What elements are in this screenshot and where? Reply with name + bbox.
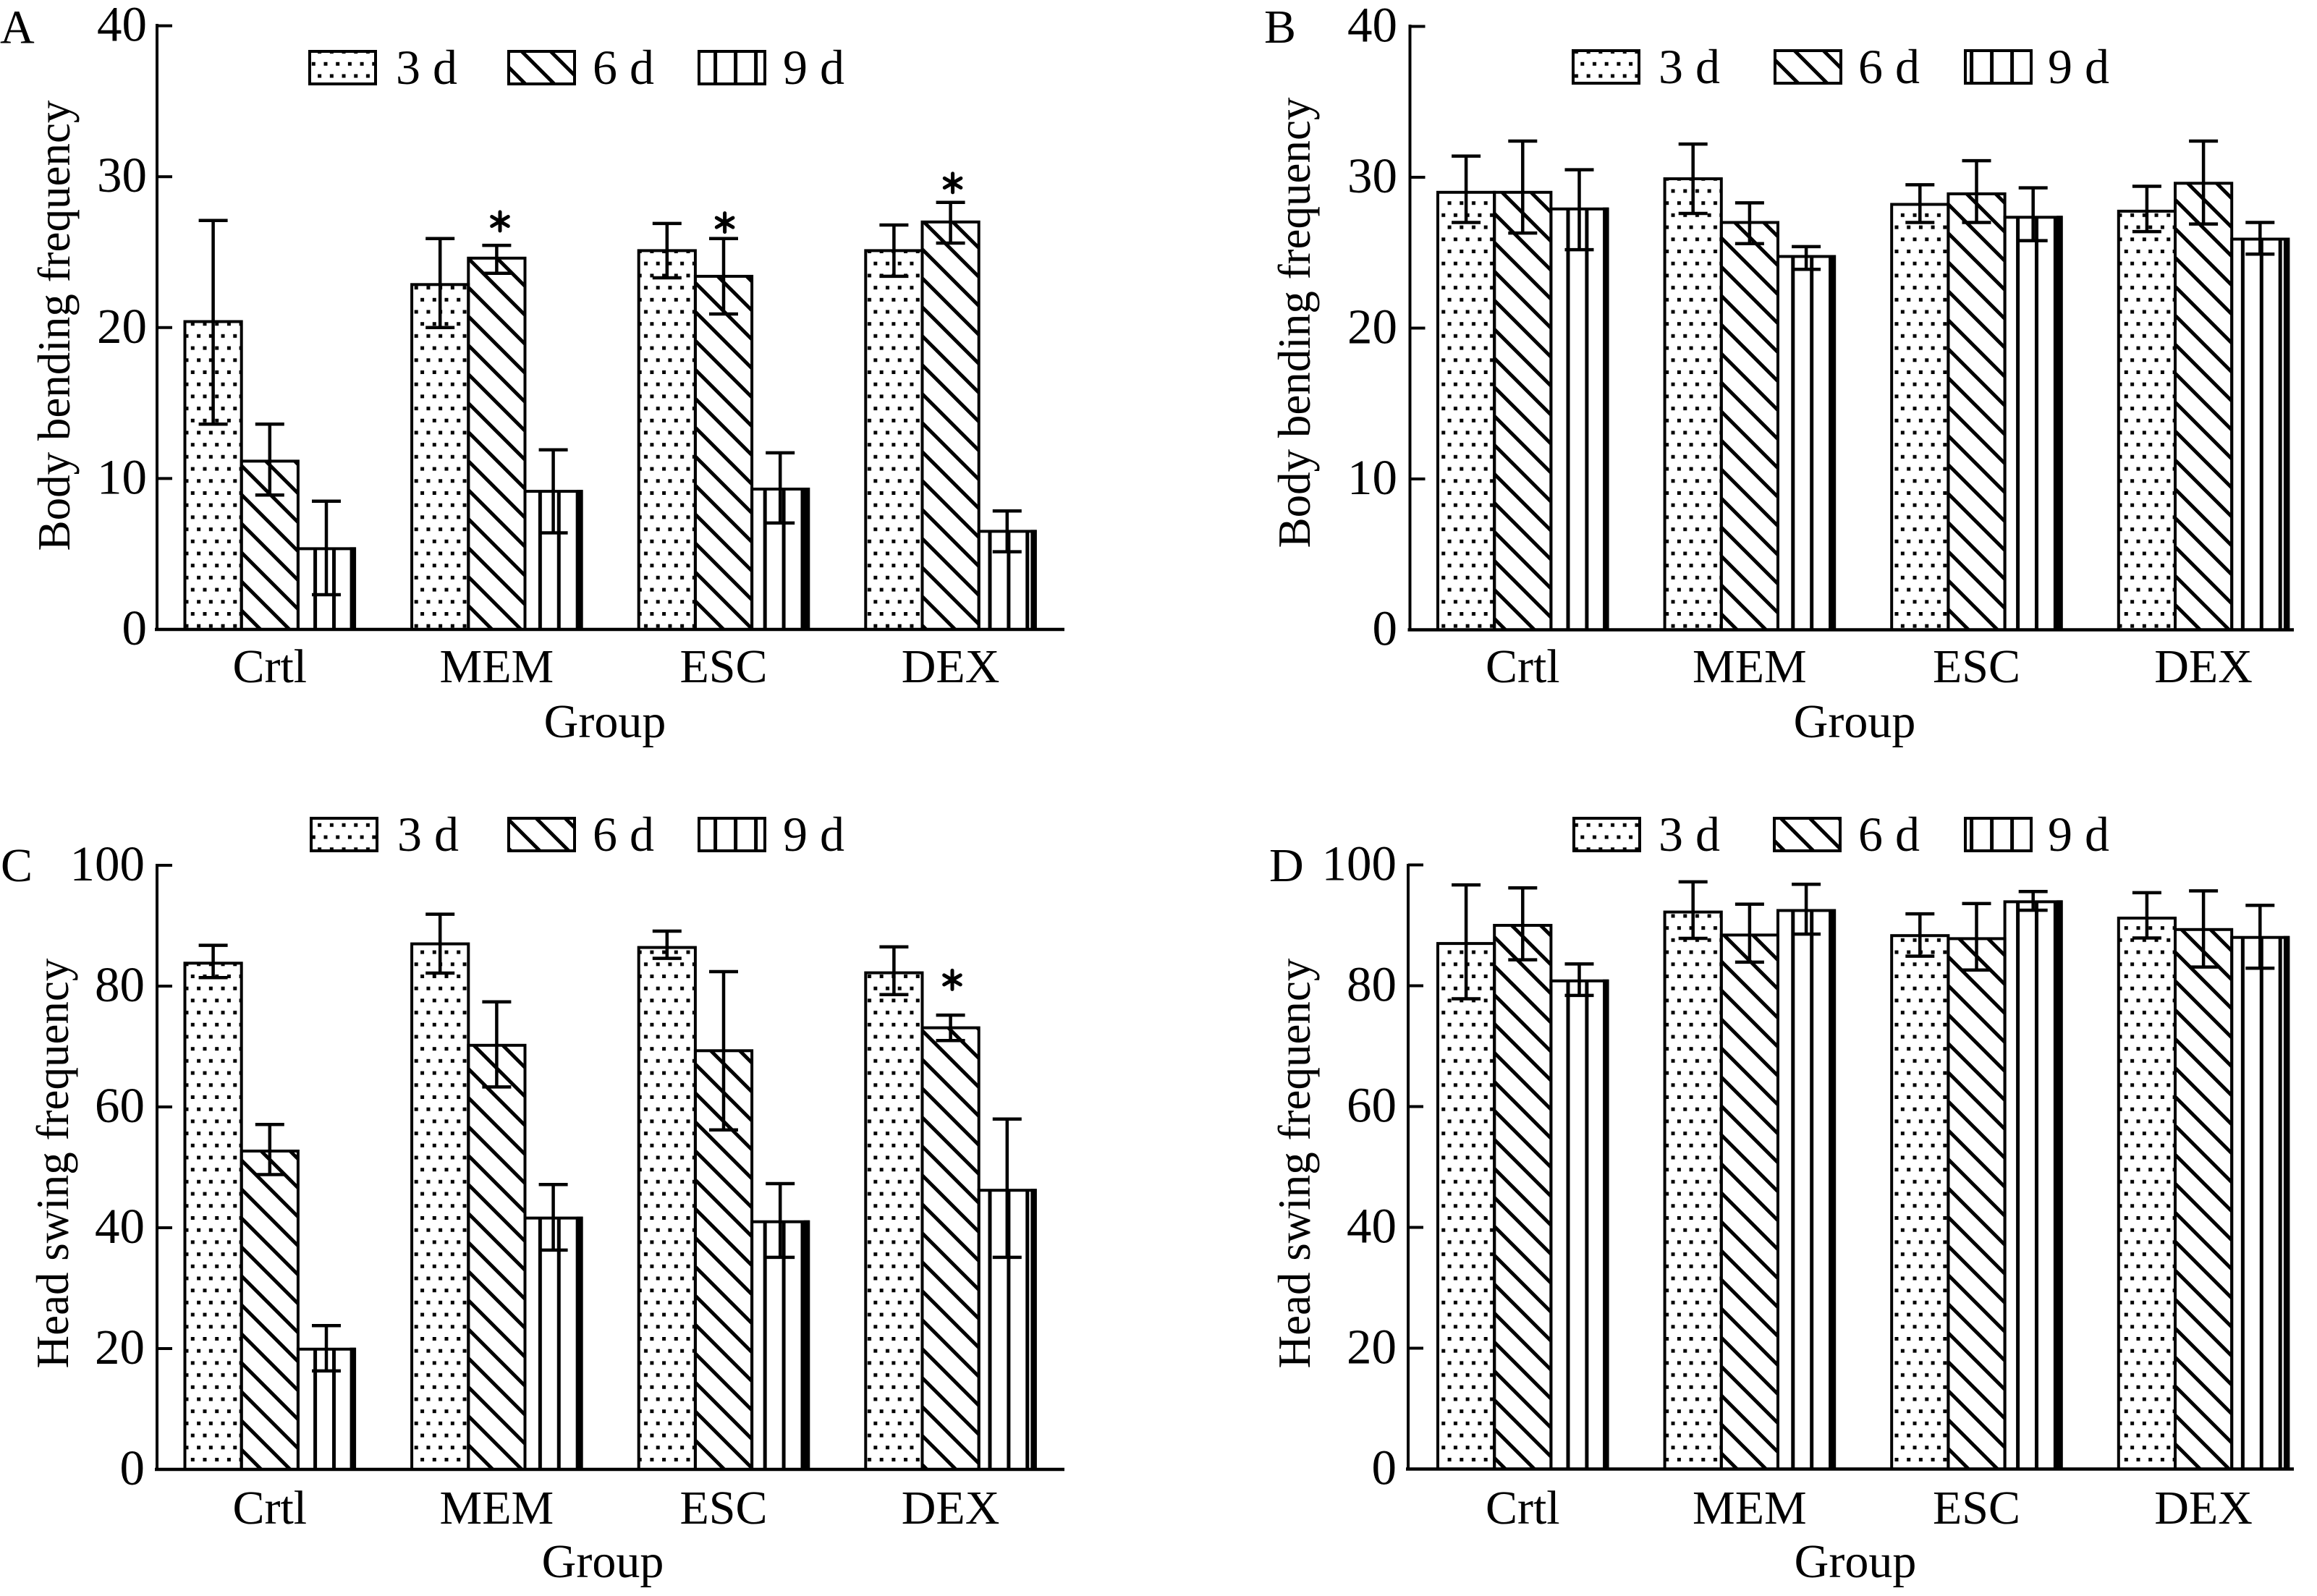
svg-text:Body bending frequency: Body bending frequency	[1269, 97, 1320, 548]
svg-text:20: 20	[1347, 300, 1397, 355]
svg-text:9 d: 9 d	[783, 40, 844, 95]
svg-text:3 d: 3 d	[1659, 39, 1720, 94]
svg-text:0: 0	[1373, 601, 1398, 656]
svg-text:Crtl: Crtl	[1486, 640, 1560, 693]
svg-text:3 d: 3 d	[396, 40, 457, 95]
svg-text:3 d: 3 d	[397, 807, 459, 862]
svg-text:MEM: MEM	[440, 640, 554, 693]
svg-text:MEM: MEM	[1693, 640, 1807, 693]
svg-text:30: 30	[1347, 148, 1397, 203]
svg-text:0: 0	[1372, 1440, 1397, 1495]
svg-text:Body bending frequency: Body bending frequency	[29, 100, 80, 551]
svg-text:80: 80	[1347, 957, 1397, 1012]
svg-text:0: 0	[122, 600, 148, 655]
svg-text:Group: Group	[544, 695, 666, 748]
svg-text:30: 30	[97, 148, 147, 203]
svg-text:Crtl: Crtl	[1486, 1482, 1560, 1535]
svg-text:Group: Group	[542, 1535, 664, 1588]
svg-text:60: 60	[1347, 1078, 1397, 1133]
svg-text:D: D	[1269, 839, 1304, 892]
svg-text:MEM: MEM	[1693, 1482, 1807, 1535]
svg-text:100: 100	[70, 836, 145, 891]
svg-text:10: 10	[1347, 450, 1397, 505]
svg-text:C: C	[1, 839, 33, 892]
svg-text:9 d: 9 d	[2048, 807, 2109, 862]
svg-text:6 d: 6 d	[593, 807, 654, 862]
svg-text:B: B	[1264, 1, 1296, 54]
svg-text:0: 0	[120, 1440, 145, 1495]
svg-text:6 d: 6 d	[1858, 807, 1920, 862]
svg-text:Group: Group	[1795, 1535, 1917, 1588]
svg-text:6 d: 6 d	[1858, 39, 1920, 94]
svg-text:DEX: DEX	[902, 640, 1000, 693]
svg-text:ESC: ESC	[679, 1482, 767, 1535]
svg-text:10: 10	[97, 449, 147, 504]
svg-text:Crtl: Crtl	[232, 640, 307, 693]
svg-text:DEX: DEX	[2154, 1482, 2253, 1535]
svg-text:40: 40	[95, 1199, 145, 1254]
svg-text:3 d: 3 d	[1659, 807, 1720, 862]
svg-text:DEX: DEX	[902, 1482, 1000, 1535]
svg-text:20: 20	[1347, 1320, 1397, 1375]
svg-text:20: 20	[95, 1320, 145, 1375]
svg-text:40: 40	[97, 0, 147, 52]
svg-text:Head swing frequency: Head swing frequency	[1269, 958, 1320, 1368]
svg-text:20: 20	[97, 299, 147, 354]
svg-text:DEX: DEX	[2154, 640, 2253, 693]
svg-text:9 d: 9 d	[783, 807, 844, 862]
svg-text:6 d: 6 d	[593, 40, 654, 95]
svg-text:100: 100	[1322, 836, 1397, 891]
svg-text:9 d: 9 d	[2048, 39, 2109, 94]
svg-text:60: 60	[95, 1078, 145, 1133]
svg-text:ESC: ESC	[1933, 640, 2020, 693]
svg-text:Crtl: Crtl	[232, 1482, 307, 1535]
svg-text:40: 40	[1347, 0, 1397, 53]
svg-text:MEM: MEM	[440, 1482, 554, 1535]
svg-text:40: 40	[1347, 1199, 1397, 1254]
svg-text:A: A	[0, 1, 35, 54]
svg-text:ESC: ESC	[1933, 1482, 2020, 1535]
svg-text:ESC: ESC	[679, 640, 767, 693]
svg-text:Head swing frequency: Head swing frequency	[27, 958, 78, 1368]
svg-text:80: 80	[95, 957, 145, 1012]
svg-text:Group: Group	[1794, 695, 1916, 748]
